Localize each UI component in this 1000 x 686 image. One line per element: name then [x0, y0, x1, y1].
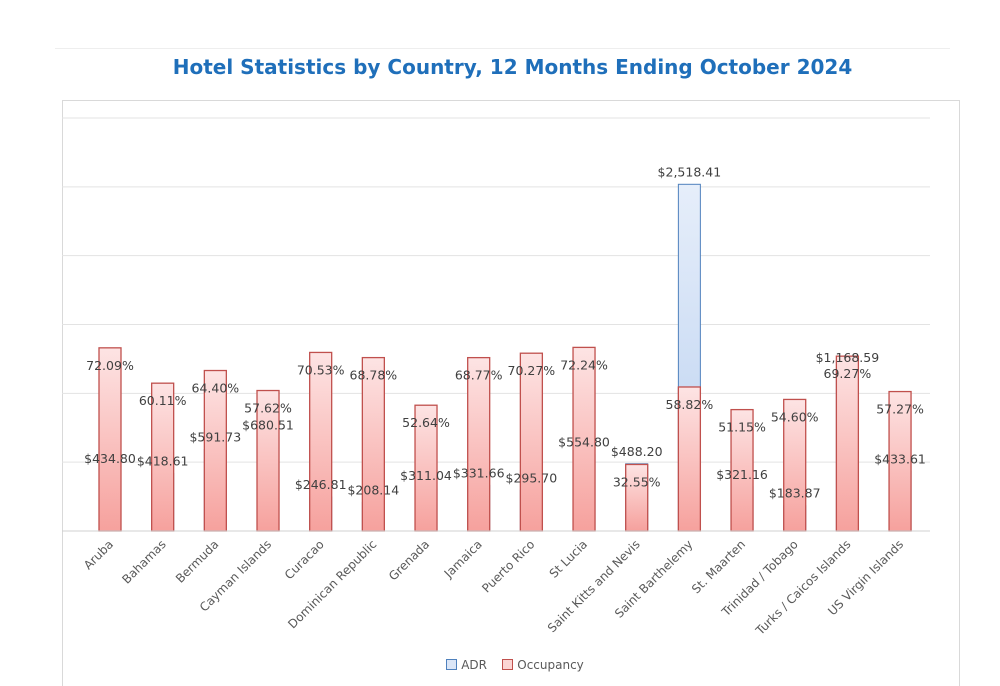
data-label-occupancy: 57.62%	[244, 401, 292, 416]
data-label-adr: $418.61	[137, 453, 189, 468]
bar-occupancy	[361, 356, 386, 532]
data-label-occupancy: 72.24%	[560, 357, 608, 372]
data-label-occupancy: 58.82%	[666, 397, 714, 412]
x-tick-label: Grenada	[386, 537, 432, 583]
x-tick-label: Saint Kitts and Nevis	[545, 537, 643, 635]
legend-swatch-occupancy	[502, 659, 514, 670]
data-label-adr: $246.81	[295, 477, 347, 492]
data-label-adr: $554.80	[558, 435, 610, 450]
bar-occupancy	[309, 351, 333, 532]
data-label-adr: $2,518.41	[658, 164, 722, 179]
legend-swatch-adr	[446, 659, 458, 670]
divider	[55, 48, 950, 49]
x-tick-label: Turks / Caicos Islands	[752, 537, 853, 638]
data-label-adr: $591.73	[189, 430, 241, 445]
data-label-occupancy: 54.60%	[771, 409, 819, 424]
legend-label-occupancy: Occupancy	[517, 658, 584, 672]
legend-item-occupancy: Occupancy	[502, 658, 584, 672]
data-label-occupancy: 69.27%	[824, 366, 872, 381]
data-label-occupancy: 52.64%	[402, 415, 450, 430]
x-tick-label: Bahamas	[119, 537, 168, 586]
data-label-occupancy: 51.15%	[718, 420, 766, 435]
data-label-occupancy: 68.77%	[455, 368, 503, 383]
legend-label-adr: ADR	[461, 658, 487, 672]
data-label-occupancy: 32.55%	[613, 474, 661, 489]
legend: ADR Occupancy	[0, 658, 1000, 672]
bar-occupancy	[519, 352, 544, 532]
bar-occupancy	[835, 355, 860, 532]
data-label-occupancy: 68.78%	[350, 368, 398, 383]
data-label-occupancy: 70.53%	[297, 362, 345, 377]
chart-title: Hotel Statistics by Country, 12 Months E…	[172, 55, 853, 79]
data-label-adr: $295.70	[506, 470, 558, 485]
x-tick-label: Jamaica	[441, 537, 485, 581]
data-label-adr: $680.51	[242, 417, 294, 432]
data-label-adr: $183.87	[769, 486, 821, 501]
x-tick-label: St Lucia	[547, 537, 590, 580]
x-tick-label: Puerto Rico	[479, 537, 537, 595]
data-label-adr: $321.16	[716, 467, 768, 482]
data-label-occupancy: 64.40%	[192, 381, 240, 396]
bar-occupancy	[467, 356, 491, 532]
x-tick-label: Bermuda	[173, 537, 222, 586]
data-label-adr: $331.66	[453, 465, 505, 480]
x-tick-label: Aruba	[81, 537, 116, 572]
data-label-adr: $488.20	[611, 444, 663, 459]
data-label-adr: $311.04	[400, 468, 452, 483]
data-label-adr: $433.61	[874, 451, 926, 466]
x-tick-label: Dominican Republic	[285, 537, 379, 631]
data-label-adr: $434.80	[84, 451, 136, 466]
legend-item-adr: ADR	[446, 658, 487, 672]
x-tick-label: Curacao	[282, 537, 327, 582]
bar-occupancy	[98, 347, 122, 532]
data-label-occupancy: 60.11%	[139, 393, 187, 408]
data-label-adr: $1,168.59	[816, 350, 880, 365]
data-label-occupancy: 70.27%	[508, 363, 556, 378]
data-label-occupancy: 57.27%	[876, 402, 924, 417]
data-label-occupancy: 72.09%	[86, 358, 134, 373]
data-label-adr: $208.14	[347, 482, 399, 497]
